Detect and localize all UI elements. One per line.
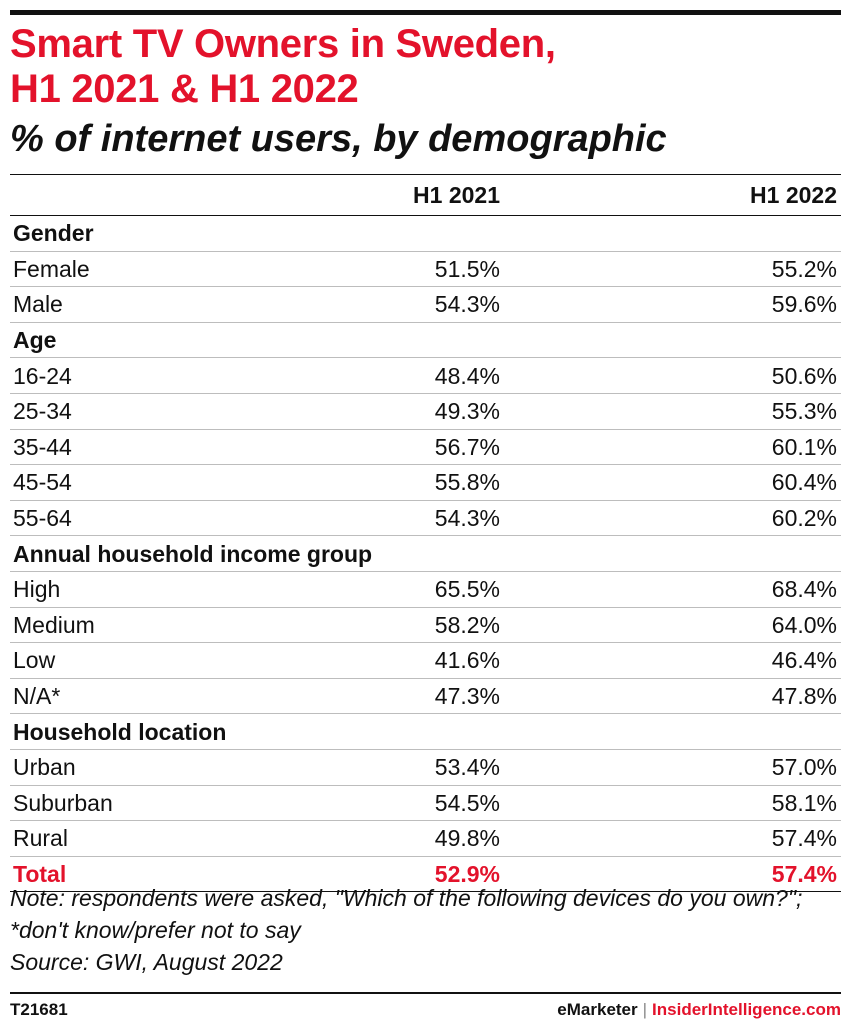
chart-title: Smart TV Owners in Sweden, H1 2021 & H1 … bbox=[10, 22, 841, 112]
table-row: Male 54.3% 59.6% bbox=[10, 287, 841, 323]
row-label: 16-24 bbox=[13, 362, 72, 389]
row-label: 25-34 bbox=[13, 398, 72, 425]
value-h1-2021: 53.4% bbox=[434, 754, 500, 781]
group-header-row: Household location bbox=[10, 714, 841, 750]
table-row: 16-24 48.4% 50.6% bbox=[10, 358, 841, 394]
value-h1-2021: 41.6% bbox=[434, 647, 500, 674]
value-h1-2022: 60.4% bbox=[771, 469, 837, 496]
group-label: Annual household income group bbox=[13, 540, 373, 567]
value-h1-2022: 46.4% bbox=[771, 647, 837, 674]
value-h1-2022: 57.4% bbox=[771, 825, 837, 852]
value-h1-2022: 60.1% bbox=[771, 433, 837, 460]
value-h1-2022: 55.3% bbox=[771, 398, 837, 425]
value-h1-2022: 59.6% bbox=[771, 291, 837, 318]
table-body: Gender Female 51.5% 55.2% Male 54.3% 59.6% Age 1… bbox=[10, 216, 841, 892]
row-label: Urban bbox=[13, 754, 76, 781]
value-h1-2022: 68.4% bbox=[771, 576, 837, 603]
column-header-h1-2022: H1 2022 bbox=[750, 182, 837, 208]
table-row: 45-54 55.8% 60.4% bbox=[10, 465, 841, 501]
notes-block: Note: respondents were asked, "Which of … bbox=[10, 882, 841, 978]
table-row: Medium 58.2% 64.0% bbox=[10, 607, 841, 643]
row-label: Rural bbox=[13, 825, 68, 852]
total-value-h1-2022: 57.4% bbox=[771, 860, 837, 887]
value-h1-2022: 55.2% bbox=[771, 255, 837, 282]
column-header-h1-2021: H1 2021 bbox=[413, 182, 500, 208]
row-label: Suburban bbox=[13, 789, 113, 816]
row-label: Female bbox=[13, 255, 90, 282]
brand-separator: | bbox=[642, 1000, 648, 1019]
value-h1-2021: 49.3% bbox=[434, 398, 500, 425]
brand-insider-intelligence: InsiderIntelligence.com bbox=[652, 1000, 841, 1019]
value-h1-2022: 50.6% bbox=[771, 362, 837, 389]
value-h1-2021: 47.3% bbox=[434, 683, 500, 710]
value-h1-2022: 60.2% bbox=[771, 505, 837, 532]
value-h1-2021: 54.3% bbox=[434, 291, 500, 318]
group-header-row: Gender bbox=[10, 216, 841, 252]
chart-code: T21681 bbox=[10, 1000, 68, 1019]
value-h1-2022: 64.0% bbox=[771, 611, 837, 638]
value-h1-2022: 57.0% bbox=[771, 754, 837, 781]
row-label: High bbox=[13, 576, 61, 603]
group-label: Gender bbox=[13, 220, 94, 247]
row-label: N/A* bbox=[13, 683, 61, 710]
group-label: Household location bbox=[13, 718, 227, 745]
value-h1-2021: 49.8% bbox=[434, 825, 500, 852]
chart-title-line1: Smart TV Owners in Sweden, bbox=[10, 22, 556, 66]
value-h1-2021: 51.5% bbox=[434, 255, 500, 282]
total-row: Total 52.9% 57.4% bbox=[10, 856, 841, 892]
group-header-row: Age bbox=[10, 322, 841, 358]
table-row: Rural 49.8% 57.4% bbox=[10, 821, 841, 857]
group-header-row: Annual household income group bbox=[10, 536, 841, 572]
value-h1-2021: 48.4% bbox=[434, 362, 500, 389]
table-row: 55-64 54.3% 60.2% bbox=[10, 500, 841, 536]
value-h1-2022: 47.8% bbox=[771, 683, 837, 710]
value-h1-2021: 65.5% bbox=[434, 576, 500, 603]
brand-logo: eMarketer | InsiderIntelligence.com bbox=[557, 1000, 841, 1020]
header-blank bbox=[10, 175, 321, 216]
table-row: High 65.5% 68.4% bbox=[10, 571, 841, 608]
table-row: 35-44 56.7% 60.1% bbox=[10, 429, 841, 465]
row-label: Medium bbox=[13, 611, 95, 638]
value-h1-2021: 58.2% bbox=[434, 611, 500, 638]
table-row: N/A* 47.3% 47.8% bbox=[10, 678, 841, 714]
total-label: Total bbox=[13, 860, 67, 887]
row-label: 55-64 bbox=[13, 505, 72, 532]
value-h1-2021: 54.3% bbox=[434, 505, 500, 532]
value-h1-2022: 58.1% bbox=[771, 789, 837, 816]
data-table: H1 2021 H1 2022 Gender Female 51.5% 55.2% Ma… bbox=[10, 174, 841, 892]
value-h1-2021: 54.5% bbox=[434, 789, 500, 816]
group-label: Age bbox=[13, 327, 57, 354]
chart-note: Note: respondents were asked, "Which of … bbox=[10, 885, 803, 943]
table-row: Suburban 54.5% 58.1% bbox=[10, 785, 841, 821]
chart-source: Source: GWI, August 2022 bbox=[10, 949, 283, 975]
table-header-row: H1 2021 H1 2022 bbox=[10, 174, 841, 216]
table-row: Urban 53.4% 57.0% bbox=[10, 749, 841, 785]
chart-subtitle: % of internet users, by demographic bbox=[10, 118, 667, 160]
table-row: Female 51.5% 55.2% bbox=[10, 251, 841, 287]
row-label: 45-54 bbox=[13, 469, 72, 496]
value-h1-2021: 56.7% bbox=[434, 433, 500, 460]
chart-title-line2: H1 2021 & H1 2022 bbox=[10, 67, 359, 111]
table-row: Low 41.6% 46.4% bbox=[10, 643, 841, 679]
row-label: 35-44 bbox=[13, 433, 72, 460]
value-h1-2021: 55.8% bbox=[434, 469, 500, 496]
footer-rule bbox=[10, 992, 841, 994]
table-row: 25-34 49.3% 55.3% bbox=[10, 393, 841, 430]
top-rule bbox=[10, 10, 841, 15]
row-label: Male bbox=[13, 291, 63, 318]
row-label: Low bbox=[13, 647, 56, 674]
total-value-h1-2021: 52.9% bbox=[434, 860, 500, 887]
brand-emarketer: eMarketer bbox=[557, 1000, 638, 1019]
